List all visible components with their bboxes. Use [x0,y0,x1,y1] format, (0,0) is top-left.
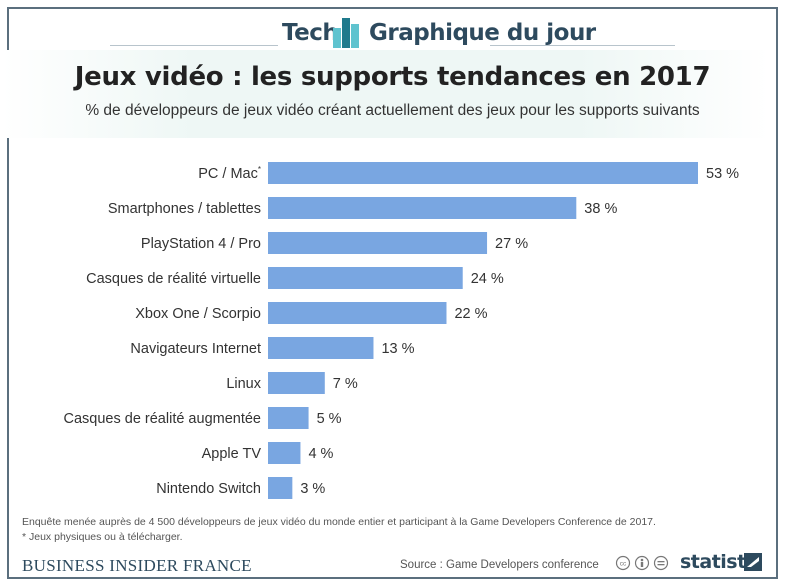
value-label: 13 % [381,341,414,357]
cc-license-icon: cc [615,555,669,571]
category-label: Navigateurs Internet [130,341,261,357]
value-label: 27 % [495,236,528,252]
bar [268,197,577,219]
value-label: 4 % [308,446,333,462]
value-label: 53 % [706,166,739,182]
header-tech-label: Tech [282,20,339,46]
title-band [2,50,769,138]
header-divider-right [490,45,675,46]
source-text: Source : Game Developers conference [400,559,599,571]
footnote-survey: Enquête menée auprès de 4 500 développeu… [22,516,656,528]
svg-text:cc: cc [620,561,627,568]
category-label: Casques de réalité virtuelle [86,271,261,287]
category-label: Apple TV [202,446,262,462]
bar [268,162,698,184]
footnote-asterisk: * Jeux physiques ou à télécharger. [22,531,183,543]
bar [268,442,301,464]
header-graph-label: Graphique du jour [369,20,596,46]
value-label: 22 % [454,306,487,322]
bar-chart: PC / Mac* 53 % Smartphones / tablettes 38 %… [64,162,739,499]
publisher-logo: BUSINESS INSIDER FRANCE [22,556,252,575]
value-label: 5 % [317,411,342,427]
value-label: 3 % [300,481,325,497]
bar [268,302,447,324]
value-label: 38 % [584,201,617,217]
chart-title: Jeux vidéo : les supports tendances en 2… [74,62,711,92]
bar [268,477,293,499]
statista-logo-icon [744,553,762,571]
value-label: 24 % [471,271,504,287]
header: Tech Graphique du jour [0,8,785,48]
bar [268,407,309,429]
value-label: 7 % [333,376,358,392]
header-divider-left [110,45,278,46]
tech-logo-icon [333,18,359,48]
category-label: Smartphones / tablettes [108,201,261,217]
category-label: Casques de réalité augmentée [64,411,262,427]
category-label: Linux [226,376,261,392]
category-label: PC / Mac* [198,165,261,182]
bar [268,232,488,254]
category-label: Nintendo Switch [156,481,261,497]
statista-brand: statista [680,551,759,573]
bar [268,267,463,289]
category-label: PlayStation 4 / Pro [141,236,261,252]
chart-subtitle: % de développeurs de jeux vidéo créant a… [85,102,700,119]
category-label: Xbox One / Scorpio [135,306,261,322]
bar [268,337,374,359]
bar [268,372,325,394]
